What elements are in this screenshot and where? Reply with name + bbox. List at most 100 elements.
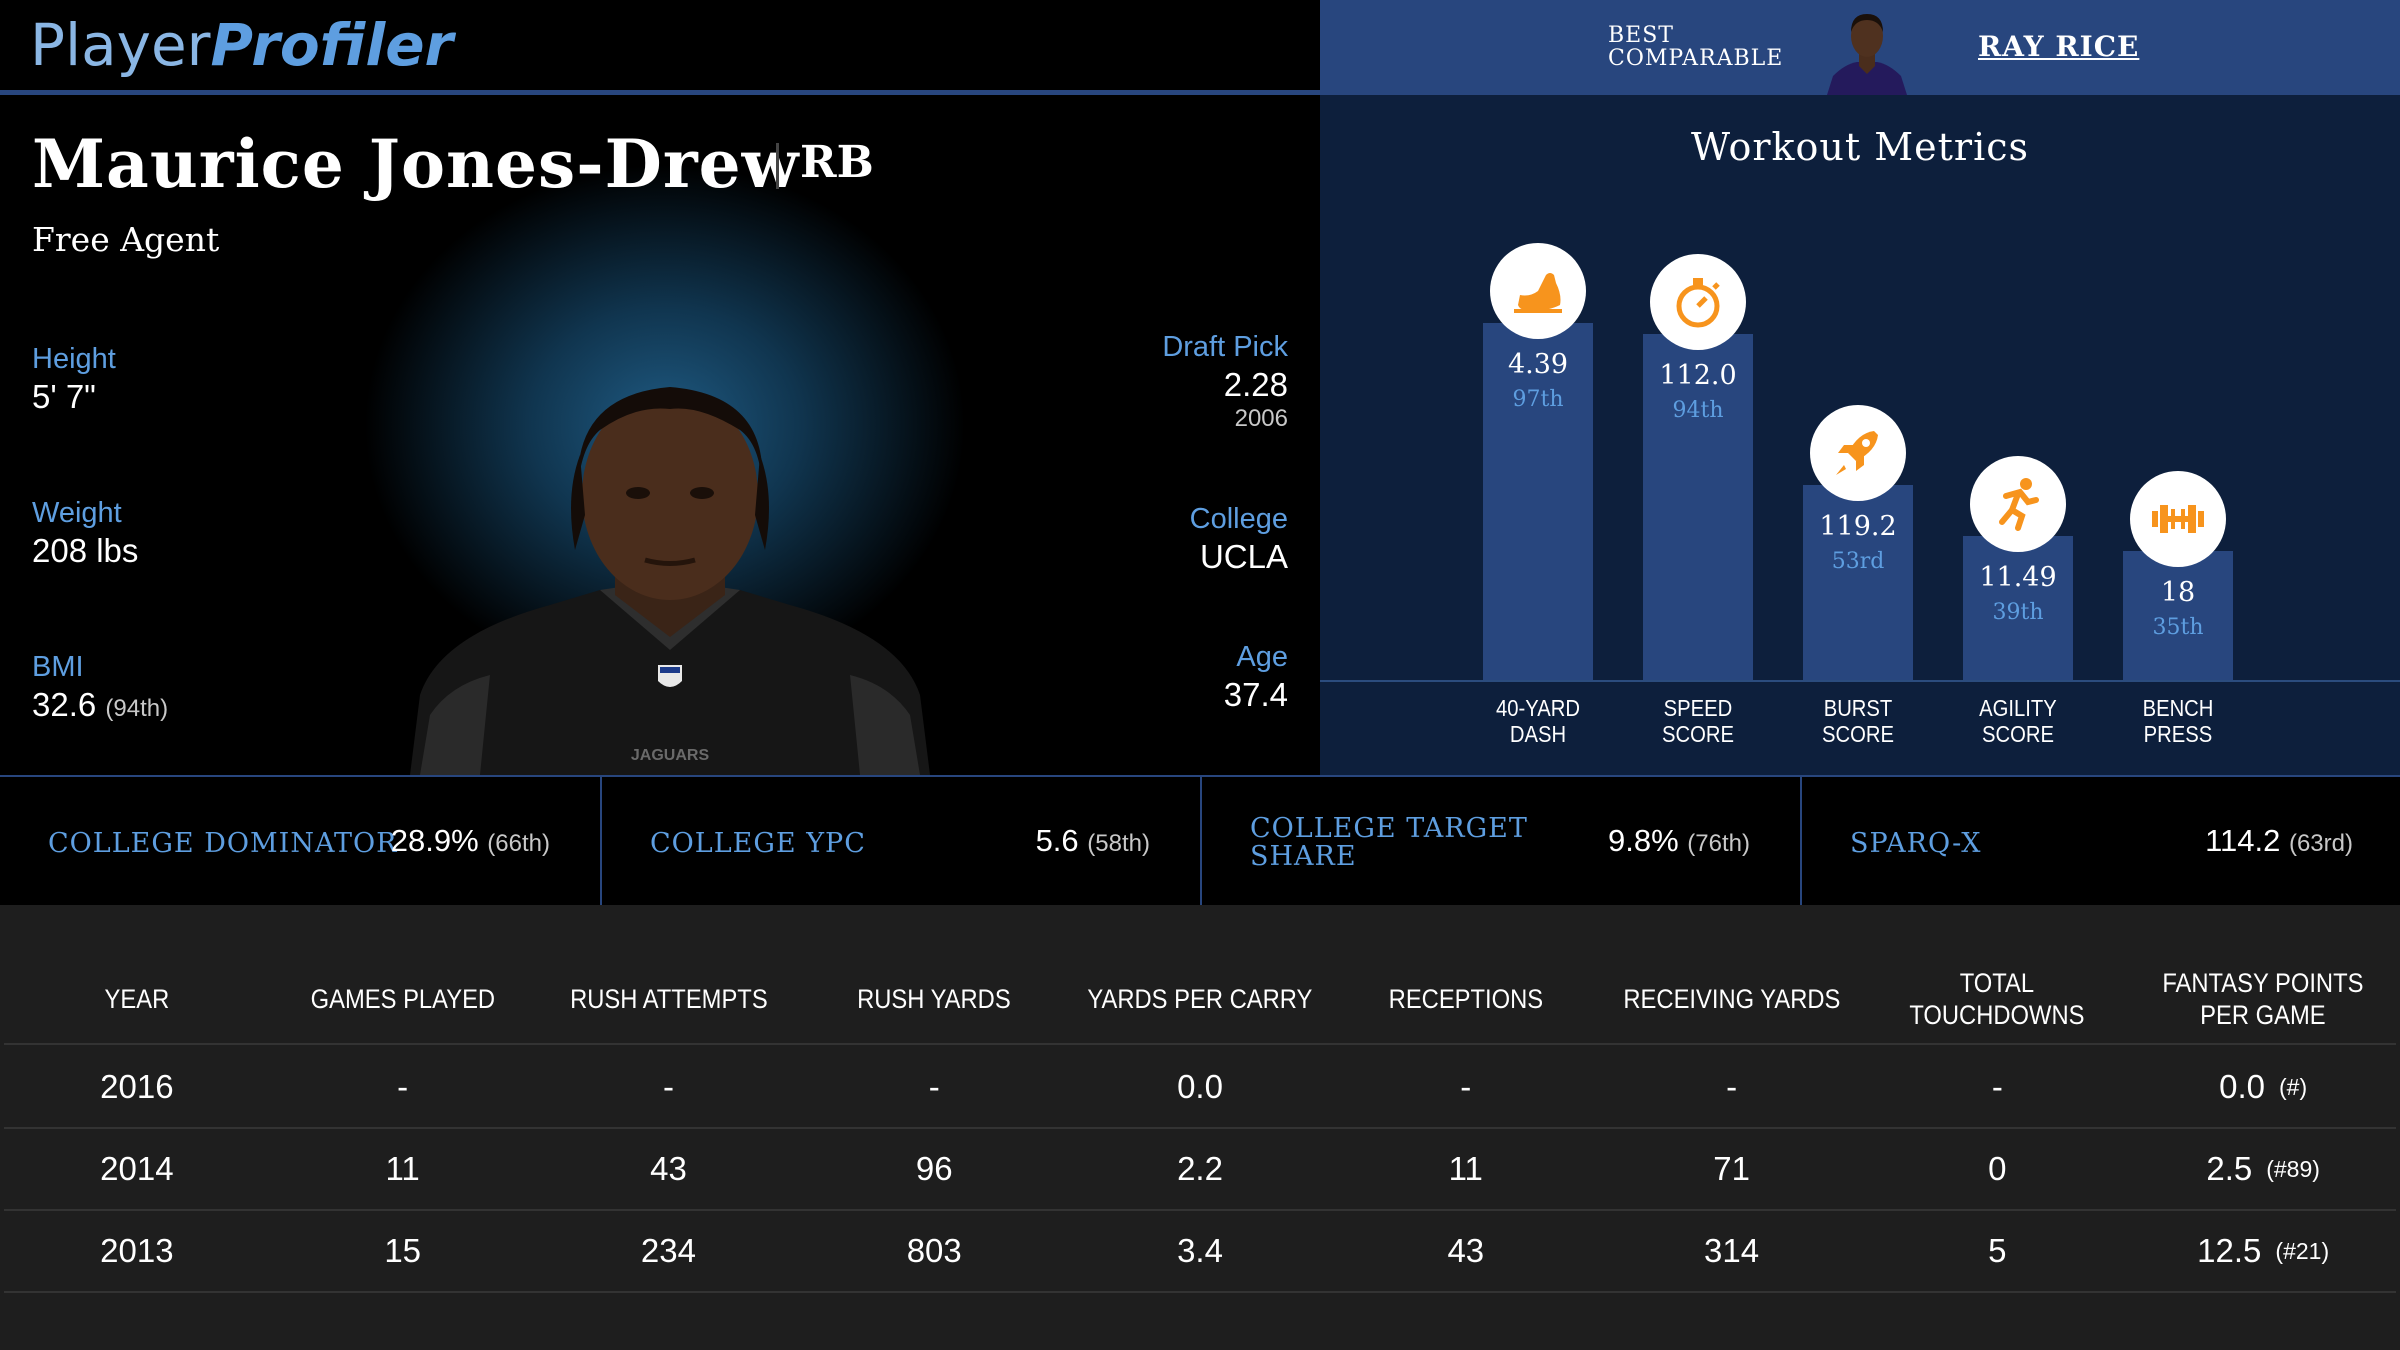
workout-bar-label: BENCH PRESS — [2142, 695, 2214, 747]
weight-stat: Weight 208 lbs — [32, 495, 138, 571]
table-cell: - — [662, 1068, 674, 1105]
college-value: UCLA — [1199, 538, 1288, 575]
season-stats-table: YEAR GAMES PLAYED RUSH ATTEMPTS RUSH YAR… — [0, 905, 2400, 1350]
fantasy-rank: (#89) — [2266, 1155, 2320, 1182]
bmi-label: BMI — [32, 651, 84, 683]
age-label: Age — [1236, 641, 1288, 673]
comparable-avatar — [1827, 14, 1907, 95]
column-header[interactable]: GAMES PLAYED — [310, 984, 495, 1014]
table-cell: - — [1726, 1068, 1738, 1105]
column-header[interactable]: RUSH ATTEMPTS — [569, 984, 768, 1014]
table-cell: 0 — [1988, 1150, 2007, 1187]
comparable-player-link[interactable]: RAY RICE — [1978, 30, 2140, 63]
table-cell: - — [397, 1068, 409, 1105]
workout-percentile: 97th — [1512, 387, 1564, 412]
column-header[interactable]: RUSH YARDS — [857, 984, 1012, 1014]
table-cell: 803 — [906, 1232, 962, 1269]
column-header[interactable]: YEAR — [104, 984, 170, 1014]
bmi-stat: BMI 32.6 (94th) — [32, 649, 168, 729]
table-cell: 15 — [384, 1232, 422, 1269]
age-value: 37.4 — [1223, 676, 1288, 713]
draft-pick-value: 2.28 — [1223, 366, 1288, 403]
column-header[interactable]: TOTAL TOUCHDOWNS — [1909, 968, 2085, 1030]
workout-value: 18 — [2160, 577, 2196, 608]
college-stat-cell: COLLEGE TARGET SHARE 9.8% (76th) — [1200, 777, 1800, 907]
draft-stat: Draft Pick 2.28 2006 — [1162, 329, 1288, 433]
table-row: 2016 - - - 0.0 - - - 0.0 (#) — [4, 1047, 2396, 1129]
best-comparable-bar: BEST COMPARABLE RAY RICE — [1320, 0, 2400, 95]
player-team: Free Agent — [32, 220, 220, 259]
college-stat-cell: COLLEGE DOMINATOR 28.9% (66th) — [0, 777, 600, 907]
table-cell: 2013 — [100, 1232, 174, 1269]
age-stat: Age 37.4 — [1224, 639, 1288, 715]
workout-value: 11.49 — [1979, 562, 2057, 593]
bmi-value: 32.6 — [32, 686, 97, 723]
rocket-icon — [1836, 431, 1878, 475]
college-stat-label: COLLEGE YPC — [650, 828, 866, 859]
draft-label: Draft Pick — [1162, 331, 1288, 363]
logo-part-profiler: Profiler — [210, 11, 454, 79]
workout-value: 119.2 — [1819, 511, 1897, 542]
height-stat: Height 5' 7" — [32, 341, 116, 417]
shoe-icon-badge — [1490, 243, 1586, 339]
table-cell: 2014 — [100, 1150, 174, 1187]
college-stat: College UCLA — [1190, 501, 1288, 577]
table-row: 2014 11 43 96 2.2 11 71 0 2.5 (#89) — [4, 1129, 2396, 1211]
workout-value: 112.0 — [1659, 360, 1737, 391]
player-name: Maurice Jones-Drew — [32, 125, 800, 203]
table-cell: 11 — [385, 1150, 420, 1187]
column-header[interactable]: YARDS PER CARRY — [1087, 984, 1313, 1014]
bmi-percentile: (94th) — [105, 695, 169, 722]
workout-bar[interactable]: 119.2 53rd — [1803, 405, 1913, 680]
table-cell: 3.4 — [1177, 1232, 1223, 1269]
header-divider — [0, 90, 1320, 95]
table-cell: 43 — [650, 1150, 687, 1187]
college-stat-label: SPARQ-X — [1850, 828, 1982, 859]
table-cell: - — [928, 1068, 940, 1105]
workout-percentile: 35th — [2152, 615, 2204, 640]
college-stat-label: COLLEGE TARGET SHARE — [1250, 813, 1528, 872]
height-label: Height — [32, 343, 116, 375]
table-cell: 5 — [1988, 1232, 2007, 1269]
table-cell: 234 — [640, 1232, 696, 1269]
runner-icon — [1999, 478, 2039, 531]
workout-bar[interactable]: 11.49 39th — [1963, 456, 2073, 680]
table-cell: - — [1460, 1068, 1472, 1105]
table-cell: 2016 — [100, 1068, 174, 1105]
table-cell: 314 — [1704, 1232, 1760, 1269]
best-comparable-line1: BEST — [1608, 23, 1674, 48]
table-cell: 2.2 — [1177, 1150, 1223, 1187]
logo-part-player: Player — [30, 11, 211, 79]
workout-bar-label: 40-YARD DASH — [1496, 695, 1580, 747]
rocket-icon-badge — [1810, 405, 1906, 501]
column-header[interactable]: RECEIVING YARDS — [1623, 984, 1841, 1014]
table-cell: 43 — [1447, 1232, 1485, 1269]
dumbbell-icon — [2152, 505, 2204, 533]
site-logo[interactable]: PlayerProfiler — [30, 12, 453, 78]
shoe-icon — [1514, 273, 1562, 313]
fantasy-rank: (#21) — [2275, 1237, 2330, 1264]
player-profile-panel: Maurice Jones-Drew RB Free Agent Height … — [0, 95, 1320, 775]
workout-bar[interactable]: 18 35th — [2123, 471, 2233, 680]
workout-bar-label: BURST SCORE — [1822, 695, 1894, 747]
site-header: PlayerProfiler — [0, 0, 1320, 90]
column-header[interactable]: FANTASY POINTS PER GAME — [2162, 968, 2364, 1030]
workout-percentile: 39th — [1992, 600, 2044, 625]
workout-metrics-chart: Workout Metrics 4.39 97th 40-YARD DASH 112.0… — [1320, 95, 2400, 775]
best-comparable-label: BEST COMPARABLE — [1608, 24, 1783, 70]
college-stat-cell: COLLEGE YPC 5.6 (58th) — [600, 777, 1200, 907]
column-header[interactable]: RECEPTIONS — [1388, 984, 1544, 1014]
player-position: RB — [800, 137, 874, 188]
workout-bar[interactable]: 112.0 94th — [1643, 254, 1753, 680]
stopwatch-icon — [1676, 278, 1720, 328]
college-stat-value: 9.8% (76th) — [1608, 823, 1750, 858]
table-cell: 0.0 (#) — [2219, 1068, 2308, 1105]
workout-bar[interactable]: 4.39 97th — [1483, 243, 1593, 680]
table-cell: 96 — [915, 1150, 953, 1187]
fantasy-rank: (#) — [2279, 1073, 2308, 1100]
weight-value: 208 lbs — [32, 532, 139, 569]
table-cell: 2.5 (#89) — [2206, 1150, 2320, 1187]
dumbbell-icon-badge — [2130, 471, 2226, 567]
college-stats-strip: COLLEGE DOMINATOR 28.9% (66th) COLLEGE Y… — [0, 775, 2400, 907]
name-position-divider — [776, 143, 779, 189]
